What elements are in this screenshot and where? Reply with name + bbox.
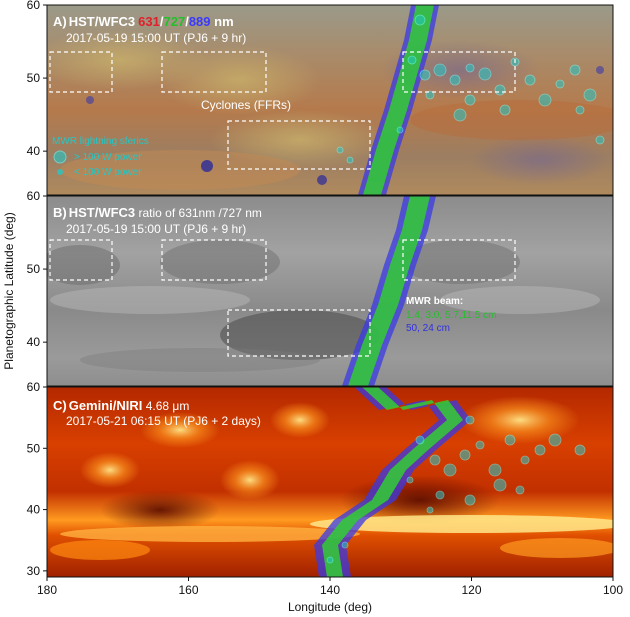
sferic-marker (449, 74, 461, 86)
sferic-marker (406, 476, 414, 484)
y-tick-label: 60 (27, 0, 41, 12)
x-tick-label: 180 (37, 583, 57, 597)
y-tick-label: 50 (27, 262, 41, 276)
beam-short-wavelength (322, 387, 463, 577)
band-label-1: / (160, 14, 164, 29)
sferic-marker (574, 444, 586, 456)
panel-b-subtitle: 2017-05-19 15:00 UT (PJ6 + 9 hr) (66, 222, 246, 236)
sferics-legend-small: < 100 W power (74, 167, 142, 178)
sferic-marker (426, 506, 434, 514)
x-tick-label: 120 (461, 583, 481, 597)
sferic-marker (425, 90, 435, 100)
sferic-marker (414, 14, 426, 26)
sferic-marker (336, 146, 344, 154)
sferic-marker (415, 435, 425, 445)
beam-short-wavelength (363, 5, 434, 195)
sferic-marker (419, 69, 431, 81)
sferic-marker (464, 94, 476, 106)
cyclones-label: Cyclones (FFRs) (201, 98, 291, 112)
sferic-marker (453, 108, 467, 122)
sferic-marker (341, 541, 349, 549)
sferic-marker (433, 63, 447, 77)
panel-a-subtitle: 2017-05-19 15:00 UT (PJ6 + 9 hr) (66, 31, 246, 45)
sferic-marker (326, 556, 334, 564)
sferic-marker (555, 79, 565, 89)
sferic-marker (548, 433, 562, 447)
band-label-0: 631 (138, 14, 160, 29)
sferics-legend: MWR lightning sferics > 100 W power < 10… (52, 136, 149, 178)
beam-short-wavelength (348, 196, 430, 386)
panel-a: A) HST/WFC3 631/727/889 nm 2017-05-19 15:0… (46, 4, 614, 196)
y-tick-label: 40 (27, 144, 41, 158)
band-label-5: nm (211, 14, 234, 29)
y-axes: 40 50 60 40 50 60 30 40 50 60 (27, 0, 47, 578)
sferic-marker (488, 463, 502, 477)
sferic-marker (569, 64, 581, 76)
sferic-marker (459, 449, 471, 461)
x-tick-label: 140 (320, 583, 340, 597)
cyclone-boxes-panel-a (49, 51, 516, 170)
sferic-marker (524, 74, 536, 86)
sferic-marker (499, 104, 511, 116)
sferic-marker (583, 88, 597, 102)
y-axis-label: Planetographic Latitude (deg) (2, 212, 16, 369)
sferics-legend-title: MWR lightning sferics (52, 136, 149, 147)
panel-b: B) HST/WFC3 ratio of 631nm /727 nm 2017-0… (46, 195, 614, 387)
band-label-3: / (185, 14, 189, 29)
y-tick-label: 40 (27, 335, 41, 349)
mwr-beam-panel-c (314, 387, 471, 577)
sferic-marker (396, 126, 404, 134)
sferic-marker (494, 84, 506, 96)
panel-c-title: C) Gemini/NIRI 4.68 μm (53, 398, 189, 413)
sferic-marker (515, 485, 525, 495)
beam-legend: MWR beam: 1.4, 3.0, 5.7,11.5 cm 50, 24 c… (406, 296, 496, 334)
sferic-marker (595, 135, 605, 145)
y-tick-label: 50 (27, 441, 41, 455)
sferic-marker (504, 434, 516, 446)
x-tick-label: 160 (178, 583, 198, 597)
sferic-marker (429, 454, 441, 466)
sferic-marker (346, 156, 354, 164)
band-label-4: 889 (189, 14, 211, 29)
sferic-marker (538, 93, 552, 107)
sferic-marker (575, 105, 585, 115)
y-tick-label: 60 (27, 189, 41, 203)
sferic-marker (534, 444, 546, 456)
lightning-sferics-panel-c (326, 415, 586, 564)
sferic-marker (465, 63, 475, 73)
beam-legend-long: 50, 24 cm (406, 323, 450, 334)
y-tick-label: 30 (27, 564, 41, 578)
x-axis: 180 160 140 120 100 (37, 577, 623, 597)
y-tick-label: 60 (27, 380, 41, 394)
panel-c: C) Gemini/NIRI 4.68 μm 2017-05-21 06:15 U… (46, 386, 614, 578)
sferic-marker (464, 494, 476, 506)
sferics-legend-large: > 100 W power (74, 152, 142, 163)
y-tick-label: 40 (27, 503, 41, 517)
panel-b-title: B) HST/WFC3 ratio of 631nm /727 nm (53, 205, 262, 220)
sferic-marker (520, 455, 530, 465)
panel-c-subtitle: 2017-05-21 06:15 UT (PJ6 + 2 days) (66, 414, 261, 428)
sferic-marker (443, 463, 457, 477)
sferic-marker (478, 67, 492, 81)
panel-a-title: A) HST/WFC3 631/727/889 nm (53, 14, 234, 29)
x-tick-label: 100 (603, 583, 623, 597)
y-tick-label: 50 (27, 71, 41, 85)
cyclone-boxes-panel-b (49, 239, 516, 357)
mwr-beam-panel-b (342, 196, 436, 386)
lightning-sferics-panel-a (336, 14, 605, 164)
band-label-2: 727 (164, 14, 186, 29)
sferic-marker (407, 55, 417, 65)
sferic-marker (475, 440, 485, 450)
sferic-marker (493, 478, 507, 492)
x-axis-label: Longitude (deg) (288, 600, 372, 614)
sferic-marker (465, 415, 475, 425)
beam-legend-short: 1.4, 3.0, 5.7,11.5 cm (406, 310, 496, 321)
sferic-marker (435, 490, 445, 500)
beam-legend-title: MWR beam: (406, 296, 463, 307)
